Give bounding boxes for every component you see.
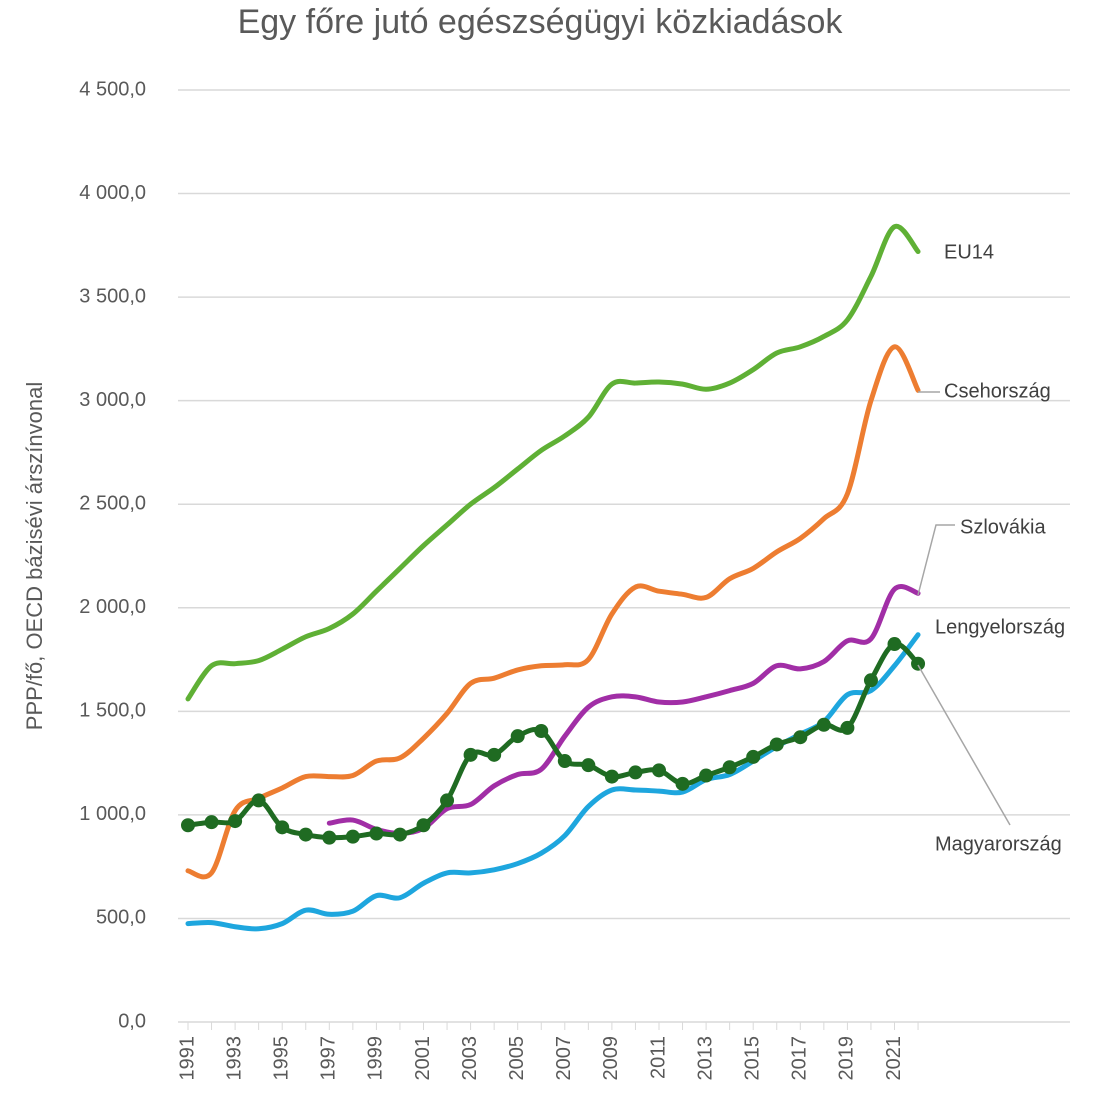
series-label: Szlovákia: [960, 516, 1046, 538]
series-marker: [769, 737, 784, 752]
x-tick-label: 1993: [223, 1036, 245, 1081]
series-marker: [251, 793, 266, 808]
series-marker: [699, 768, 714, 783]
series-marker: [628, 765, 643, 780]
series-marker: [911, 656, 926, 671]
x-tick-label: 1991: [176, 1036, 198, 1081]
series-label: Magyarország: [935, 833, 1062, 855]
x-tick-label: 2015: [741, 1036, 763, 1081]
series-marker: [604, 769, 619, 784]
series-line: [185, 223, 921, 702]
y-tick-label: 2 500,0: [79, 493, 146, 515]
y-tick-label: 4 500,0: [79, 78, 146, 100]
x-tick-label: 2013: [694, 1036, 716, 1081]
series-line: [185, 344, 921, 880]
series-marker: [840, 720, 855, 735]
y-tick-label: 2 000,0: [79, 596, 146, 618]
x-tick-label: 2009: [600, 1036, 622, 1081]
series-marker: [510, 729, 525, 744]
series-line: [185, 641, 921, 841]
x-tick-label: 2017: [789, 1036, 811, 1081]
x-tick-label: 1995: [270, 1036, 292, 1081]
x-tick-label: 2001: [412, 1036, 434, 1081]
series-marker: [816, 717, 831, 732]
series-marker: [275, 820, 290, 835]
series-marker: [534, 724, 549, 739]
series-label: Lengyelország: [935, 616, 1065, 638]
x-tick-label: 1999: [365, 1036, 387, 1081]
series-marker: [228, 814, 243, 829]
y-tick-label: 500,0: [96, 907, 146, 929]
y-tick-label: 3 500,0: [79, 285, 146, 307]
series-marker: [392, 827, 407, 842]
series-marker: [463, 747, 478, 762]
series-marker: [204, 815, 219, 830]
x-tick-label: 2003: [459, 1036, 481, 1081]
series-label: EU14: [944, 241, 994, 263]
series-label: Csehország: [944, 380, 1051, 402]
series-marker: [863, 673, 878, 688]
y-tick-label: 4 000,0: [79, 182, 146, 204]
series-marker: [746, 749, 761, 764]
y-axis-label: PPP/fő, OECD bázisévi árszínvonal: [22, 382, 47, 730]
leader-line: [917, 524, 955, 596]
y-tick-label: 0,0: [118, 1010, 146, 1032]
series-marker: [322, 830, 337, 845]
leader-line: [917, 664, 1011, 826]
series-marker: [557, 754, 572, 769]
series-marker: [652, 763, 666, 778]
series-marker: [887, 637, 902, 652]
series-marker: [416, 818, 431, 833]
series-marker: [181, 818, 195, 833]
y-tick-label: 1 500,0: [79, 700, 146, 722]
series-marker: [581, 758, 596, 773]
series-line: [326, 584, 921, 837]
x-tick-label: 2011: [647, 1036, 669, 1079]
x-tick-label: 2021: [883, 1036, 905, 1081]
series-marker: [722, 760, 737, 775]
series-marker: [675, 776, 690, 791]
x-tick-label: 1997: [318, 1036, 340, 1081]
chart-title: Egy főre jutó egészségügyi közkiadások: [238, 3, 844, 41]
series-marker: [487, 747, 502, 762]
series-marker: [345, 829, 360, 844]
y-tick-label: 3 000,0: [79, 389, 146, 411]
x-tick-label: 2007: [553, 1036, 575, 1081]
y-tick-label: 1 000,0: [79, 803, 146, 825]
series-marker: [298, 827, 313, 842]
x-tick-label: 2019: [836, 1036, 858, 1081]
series-marker: [440, 793, 455, 808]
series-marker: [369, 826, 384, 841]
series-marker: [793, 730, 808, 745]
x-tick-label: 2005: [506, 1036, 528, 1081]
